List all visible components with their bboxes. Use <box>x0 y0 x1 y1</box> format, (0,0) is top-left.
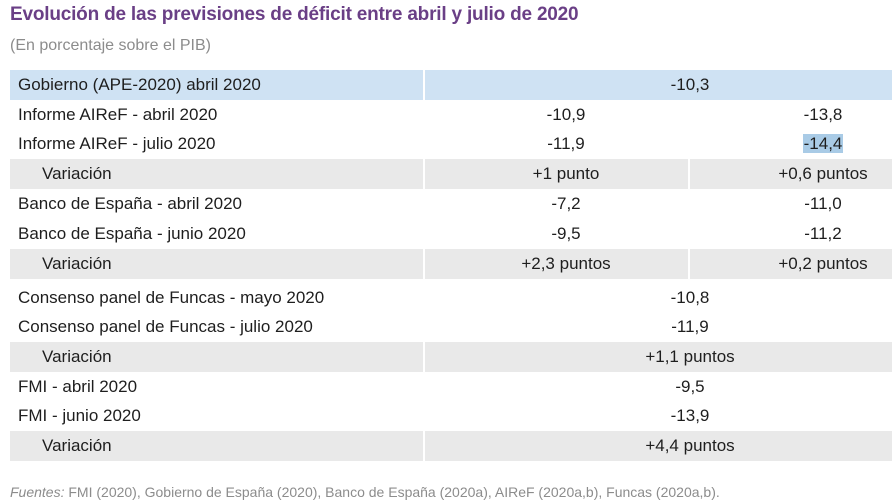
row-value-1: +2,3 puntos <box>521 254 611 273</box>
row-value-1: -7,2 <box>551 194 581 213</box>
row-value-1: -9,5 <box>551 224 581 243</box>
row-value-1: +1 punto <box>532 164 600 183</box>
table-row-bde-junio: Banco de España - junio 2020 -9,5 -11,2 <box>10 219 892 249</box>
table-row-fmi-abril: FMI - abril 2020 -9,5 <box>10 372 892 402</box>
table-row-variacion-bde: Variación +2,3 puntos +0,2 puntos <box>10 249 892 279</box>
table-row-airef-abril: Informe AIReF - abril 2020 -10,9 -13,8 <box>10 100 892 130</box>
table-row-variacion-fmi: Variación +4,4 puntos <box>10 431 892 461</box>
row-value-2: +0,6 puntos <box>778 164 868 183</box>
row-label: Consenso panel de Funcas - julio 2020 <box>18 317 313 336</box>
table-row-bde-abril: Banco de España - abril 2020 -7,2 -11,0 <box>10 189 892 219</box>
row-value-2-container: -14,4 <box>723 129 892 159</box>
selected-value[interactable]: -14,4 <box>802 134 844 153</box>
table-row-funcas-julio: Consenso panel de Funcas - julio 2020 -1… <box>10 312 892 342</box>
row-value-1: -11,9 <box>547 134 585 153</box>
row-label: FMI - abril 2020 <box>18 377 138 396</box>
row-label: Banco de España - junio 2020 <box>18 224 246 243</box>
row-value-2: -11,2 <box>804 224 842 243</box>
row-value: -9,5 <box>675 377 705 396</box>
table-row-funcas-mayo: Consenso panel de Funcas - mayo 2020 -10… <box>10 283 892 313</box>
table-row-airef-julio: Informe AIReF - julio 2020 -11,9 -14,4 <box>10 129 892 159</box>
table-row-gobierno-abril: Gobierno (APE-2020) abril 2020 -10,3 <box>10 70 892 100</box>
row-label: Gobierno (APE-2020) abril 2020 <box>18 75 261 94</box>
row-value-2: -11,0 <box>804 194 842 213</box>
row-label: Variación <box>42 347 112 366</box>
table-row-variacion-airef: Variación +1 punto +0,6 puntos <box>10 159 892 189</box>
row-value: -10,3 <box>670 75 710 94</box>
sources-text: FMI (2020), Gobierno de España (2020), B… <box>64 484 720 500</box>
row-label: Variación <box>42 164 112 183</box>
table-subtitle: (En porcentaje sobre el PIB) <box>10 37 211 54</box>
table-row-fmi-junio: FMI - junio 2020 -13,9 <box>10 401 892 431</box>
row-label: Banco de España - abril 2020 <box>18 194 242 213</box>
table-title: Evolución de las previsiones de déficit … <box>10 4 579 25</box>
row-value: -10,8 <box>670 288 710 307</box>
row-value-2: +0,2 puntos <box>778 254 868 273</box>
row-value: +1,1 puntos <box>645 347 735 366</box>
row-label: Variación <box>42 254 112 273</box>
row-label: Informe AIReF - julio 2020 <box>18 134 216 153</box>
row-label: Informe AIReF - abril 2020 <box>18 105 218 124</box>
sources-label: Fuentes: <box>10 484 65 500</box>
row-label: Variación <box>42 436 112 455</box>
row-label: Consenso panel de Funcas - mayo 2020 <box>18 288 325 307</box>
row-label: FMI - junio 2020 <box>18 406 141 425</box>
row-value-1: -10,9 <box>546 105 586 124</box>
row-value: -11,9 <box>671 317 709 336</box>
row-value-2: -13,8 <box>803 105 843 124</box>
table-row-variacion-funcas: Variación +1,1 puntos <box>10 342 892 372</box>
row-value: -13,9 <box>670 406 710 425</box>
sources-footer: Fuentes: FMI (2020), Gobierno de España … <box>10 484 720 500</box>
row-value: +4,4 puntos <box>645 436 735 455</box>
